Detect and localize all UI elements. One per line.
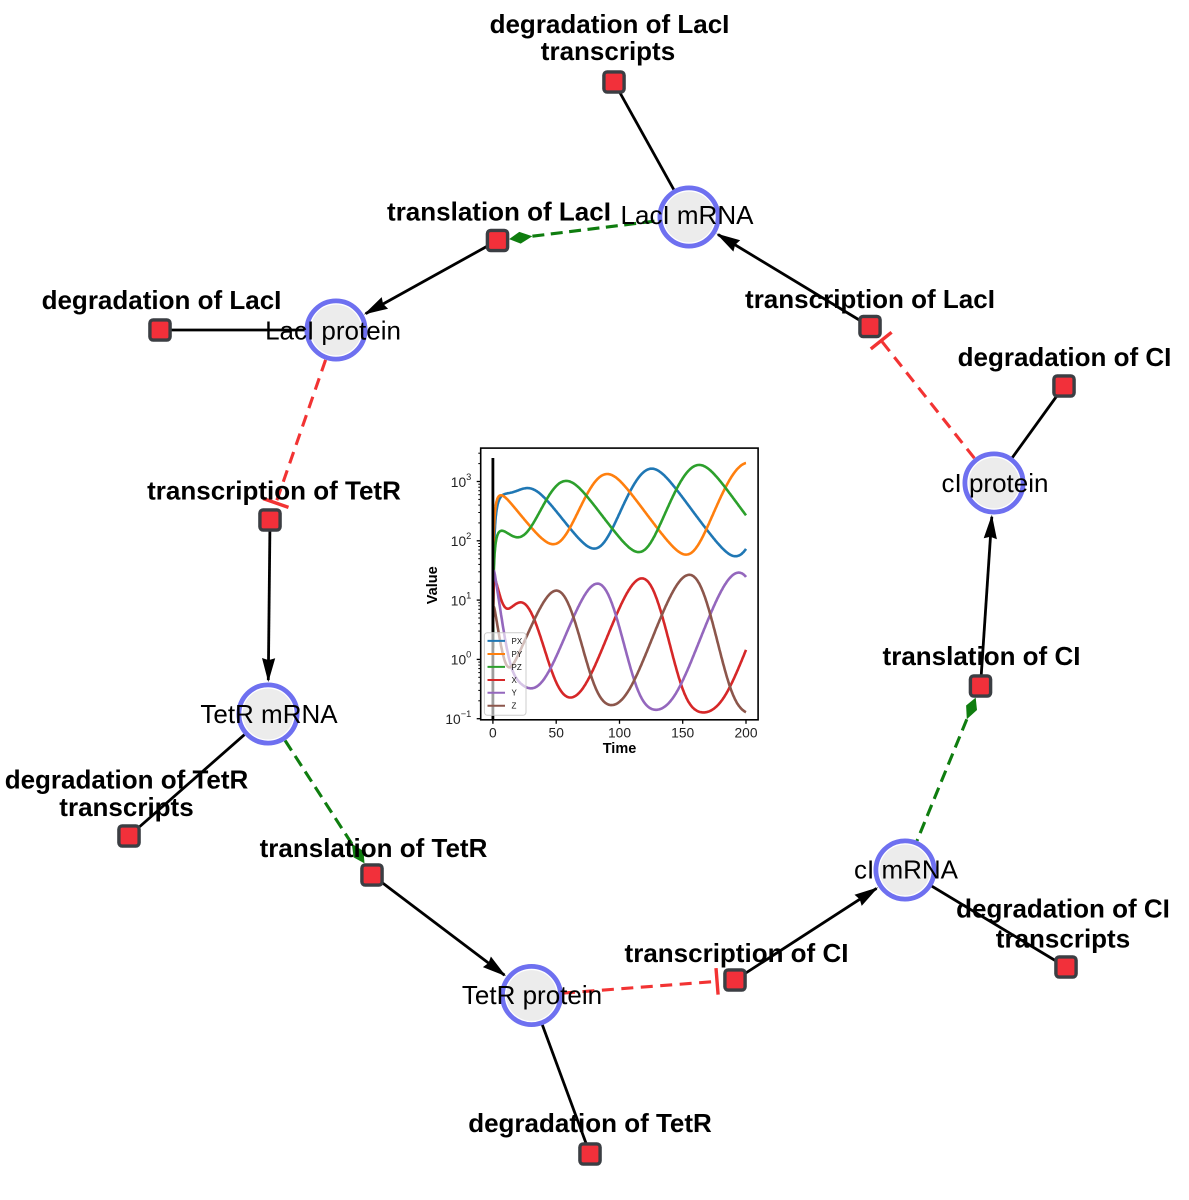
svg-text:Y: Y <box>512 689 518 698</box>
svg-text:PY: PY <box>512 650 523 659</box>
svg-text:transcripts: transcripts <box>541 36 675 66</box>
svg-text:cI protein: cI protein <box>942 468 1049 498</box>
svg-text:translation of CI: translation of CI <box>883 641 1081 671</box>
svg-text:50: 50 <box>549 726 565 741</box>
svg-text:degradation of CI: degradation of CI <box>958 342 1172 372</box>
svg-text:LacI mRNA: LacI mRNA <box>621 200 755 230</box>
svg-text:200: 200 <box>734 726 757 741</box>
svg-text:TetR protein: TetR protein <box>462 980 602 1010</box>
svg-text:cI mRNA: cI mRNA <box>854 855 959 885</box>
svg-text:LacI protein: LacI protein <box>265 316 401 346</box>
svg-text:Z: Z <box>512 702 517 711</box>
svg-text:Time: Time <box>603 741 637 757</box>
svg-text:PX: PX <box>512 637 523 646</box>
svg-text:degradation of TetR: degradation of TetR <box>468 1108 712 1138</box>
svg-text:translation of TetR: translation of TetR <box>260 833 488 863</box>
svg-text:transcripts: transcripts <box>996 924 1130 954</box>
svg-text:translation of LacI: translation of LacI <box>387 197 611 227</box>
svg-text:transcription of LacI: transcription of LacI <box>745 284 995 314</box>
svg-text:transcription of TetR: transcription of TetR <box>147 476 401 506</box>
svg-text:transcription of CI: transcription of CI <box>625 938 849 968</box>
svg-text:TetR mRNA: TetR mRNA <box>200 699 338 729</box>
svg-text:degradation of LacI: degradation of LacI <box>42 285 282 315</box>
svg-text:0: 0 <box>489 726 497 741</box>
svg-text:transcripts: transcripts <box>59 792 193 822</box>
svg-text:PZ: PZ <box>512 663 522 672</box>
svg-text:100: 100 <box>608 726 631 741</box>
svg-text:X: X <box>512 676 518 685</box>
svg-text:Value: Value <box>425 566 441 604</box>
svg-text:degradation of TetR: degradation of TetR <box>5 765 249 795</box>
svg-text:150: 150 <box>671 726 694 741</box>
svg-text:degradation of CI: degradation of CI <box>956 894 1170 924</box>
svg-text:degradation of LacI: degradation of LacI <box>490 9 730 39</box>
